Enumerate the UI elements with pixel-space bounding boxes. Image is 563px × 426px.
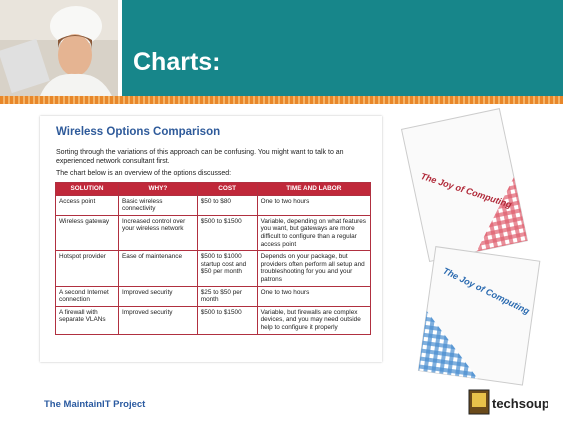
header-cell: TIME AND LABOR [256, 182, 372, 196]
header-cell: COST [196, 182, 258, 196]
header-cell: WHY? [118, 182, 198, 196]
table-cell: Improved security [118, 305, 198, 335]
table-cell: Ease of maintenance [118, 250, 198, 287]
table-row: A second Internet connection Improved sec… [55, 285, 372, 307]
table-cell: Increased control over your wireless net… [118, 214, 198, 252]
header-cell: SOLUTION [55, 182, 119, 196]
table-row: Access point Basic wireless connectivity $… [55, 194, 372, 216]
header-row: SOLUTION WHY? COST TIME AND LABOR [55, 182, 372, 196]
logo-text: techsoup [492, 396, 548, 411]
table-cell: Hotspot provider [55, 250, 119, 287]
paragraph: The chart below is an overview of the op… [56, 170, 232, 177]
slide-title: Charts: [133, 48, 221, 76]
table-cell: Depends on your package, but providers o… [256, 250, 372, 287]
table-cell: Access point [55, 194, 119, 216]
table-cell: Improved security [118, 285, 198, 307]
book-covers: The Joy of Computing The Joy of Computin… [400, 108, 541, 386]
table-cell: A firewall with separate VLANs [55, 305, 119, 335]
table-cell: One to two hours [256, 285, 372, 307]
table-cell: $500 to $1500 [196, 214, 258, 252]
paragraph: Sorting through the variations of this a… [56, 149, 344, 165]
table-row: A firewall with separate VLANs Improved s… [55, 305, 372, 335]
book: The Joy of Computing [400, 108, 529, 263]
table-row: Wireless gateway Increased control over y… [55, 214, 372, 252]
logo: techsoup [468, 389, 548, 415]
table-cell: $500 to $1500 [196, 305, 258, 335]
table-cell: $500 to $1000 startup cost and $50 per m… [196, 250, 258, 287]
table-cell: $50 to $80 [196, 194, 258, 216]
comparison-table: SOLUTION WHY? COST TIME AND LABOR Access poi… [55, 182, 372, 335]
table-cell: A second Internet connection [55, 285, 119, 307]
book: The Joy of Computing [417, 246, 541, 386]
chef-photo [0, 0, 122, 96]
table-cell: Wireless gateway [55, 214, 119, 252]
document-image: Wireless Options Comparison Sorting thro… [40, 116, 382, 362]
table-cell: Variable, but firewalls are complex devi… [256, 305, 372, 335]
footer-text: The MaintainIT Project [44, 399, 146, 410]
table-cell: Variable, depending on what features you… [256, 214, 372, 252]
table-cell: $25 to $50 per month [196, 285, 258, 307]
document-title: Wireless Options Comparison [56, 126, 221, 138]
table-row: Hotspot provider Ease of maintenance $500 … [55, 250, 372, 287]
divider-strip [0, 96, 563, 104]
table-cell: Basic wireless connectivity [118, 194, 198, 216]
table-cell: One to two hours [256, 194, 372, 216]
